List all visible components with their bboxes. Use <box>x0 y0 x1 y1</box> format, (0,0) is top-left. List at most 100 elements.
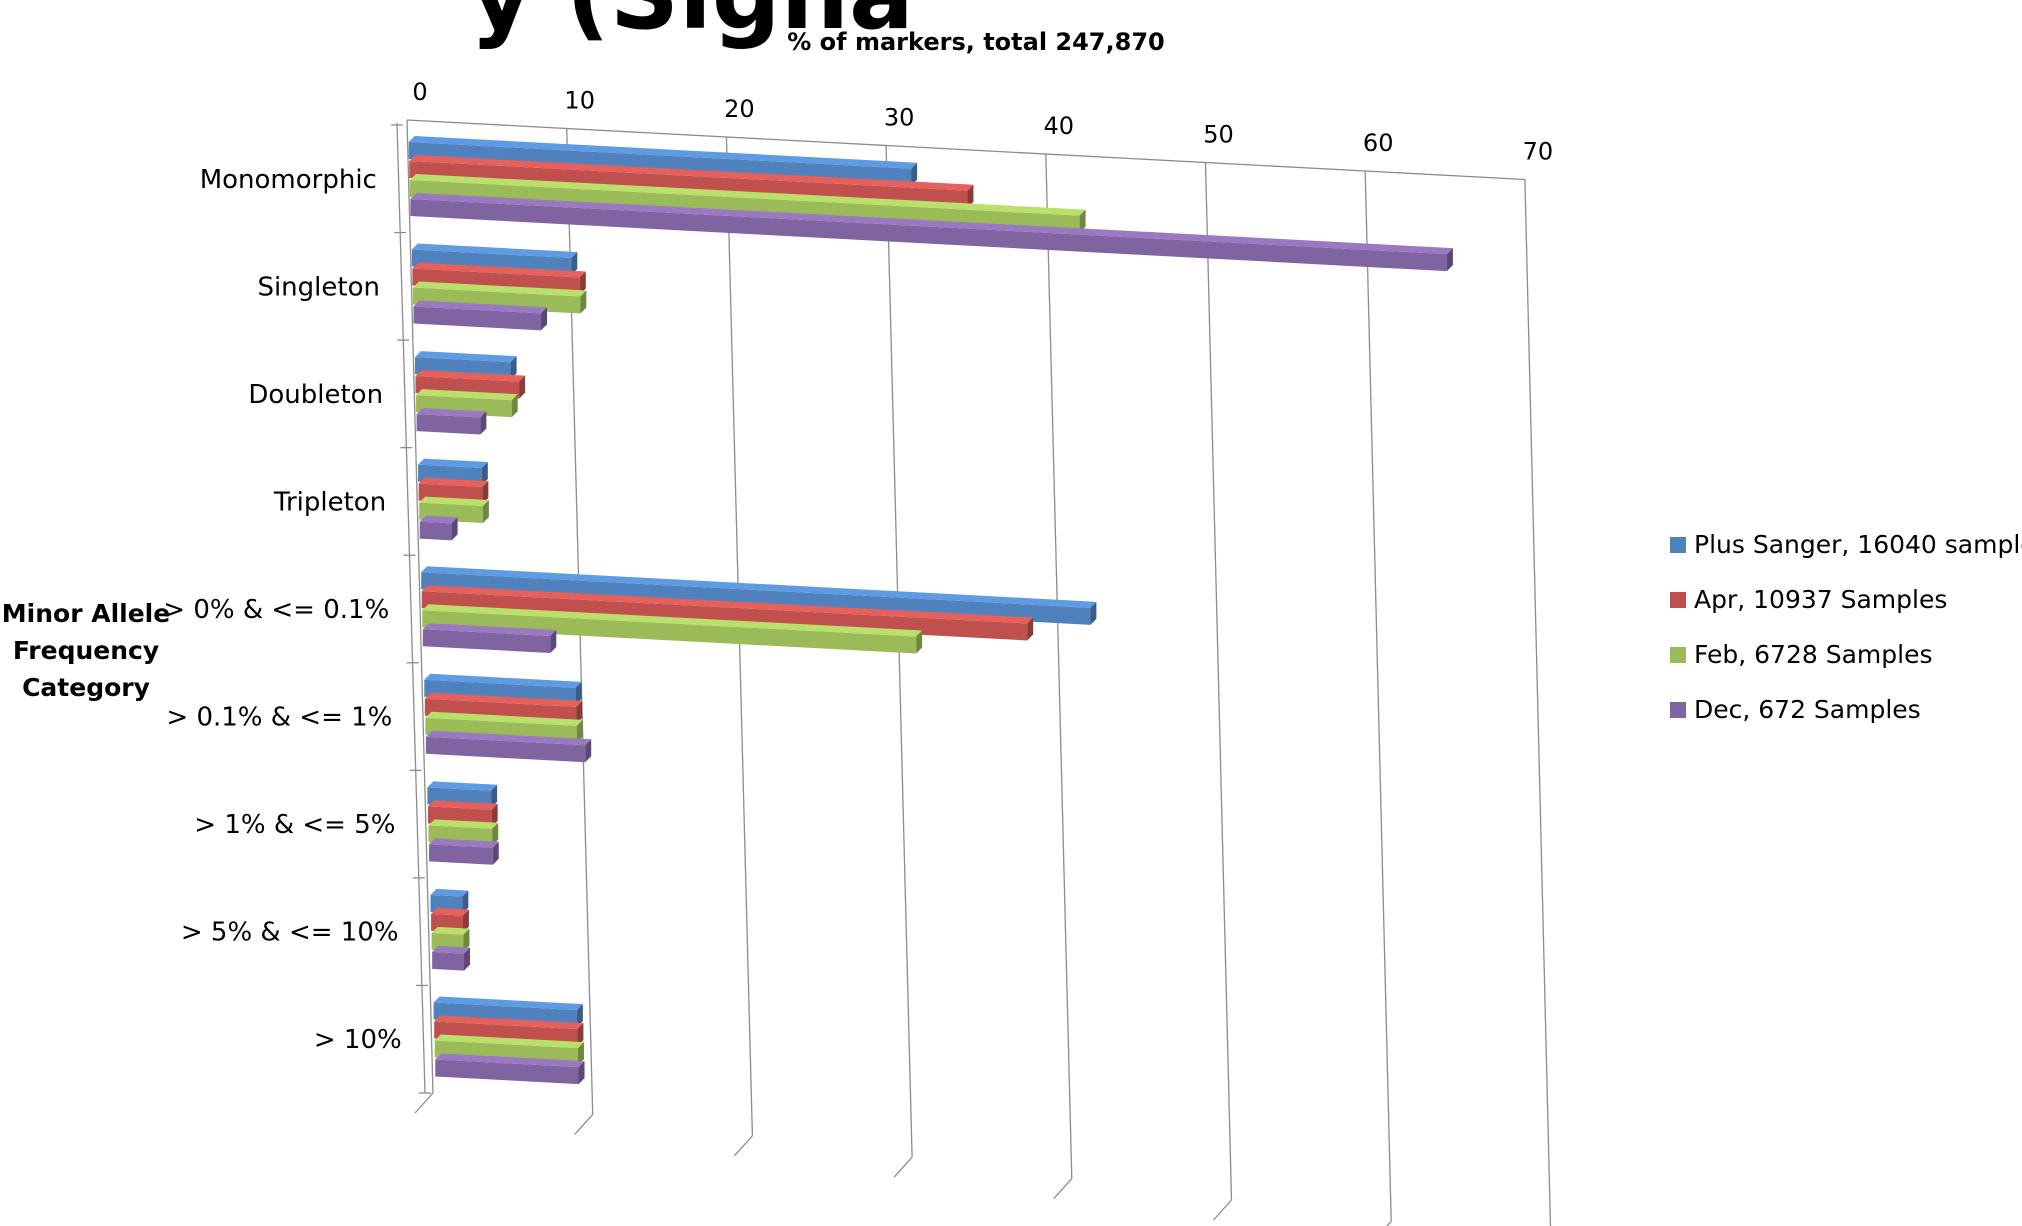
bar-end-face <box>577 1042 584 1066</box>
bar-top-face <box>413 300 548 314</box>
bar-top-face <box>419 496 489 507</box>
bar <box>432 951 465 971</box>
bar-end-face <box>577 1023 584 1047</box>
bar-top-face <box>435 1053 585 1068</box>
category-label: > 10% <box>314 1025 402 1055</box>
y-axis-title-line-2: Frequency <box>13 636 159 665</box>
bar-top-face <box>418 477 489 488</box>
bar-end-face <box>916 630 923 654</box>
category-label: Monomorphic <box>200 165 377 195</box>
bar-end-face <box>481 462 488 486</box>
gridline-70 <box>1524 179 1552 1226</box>
bar-top-face <box>409 174 1086 216</box>
x-tick-label: 50 <box>1203 121 1234 149</box>
y-axis-title: Minor Allele Frequency Category <box>2 599 170 702</box>
bar <box>422 629 551 654</box>
legend-label: Dec, 672 Samples <box>1694 695 1921 724</box>
bar-top-face <box>422 623 557 637</box>
gridline-tail-20 <box>733 1135 753 1157</box>
bar-end-face <box>480 411 487 435</box>
legend-label: Feb, 6728 Samples <box>1694 640 1933 669</box>
bar-top-face <box>419 515 458 524</box>
bar-end-face <box>575 681 582 705</box>
bar-top-face <box>427 781 498 791</box>
bar-top-face <box>416 408 487 418</box>
bar-top-face <box>431 907 469 916</box>
y-axis-title-line-1: Minor Allele <box>2 599 170 628</box>
gridline-60 <box>1364 170 1392 1222</box>
bar-top-face <box>431 926 470 935</box>
bar-end-face <box>464 947 471 971</box>
bar-top-face <box>414 351 517 363</box>
category-label: Doubleton <box>248 380 383 410</box>
gridline-0 <box>406 119 434 1094</box>
bar-top-face <box>424 692 583 707</box>
bar-top-face <box>410 193 1453 255</box>
bar-top-face <box>412 262 586 278</box>
bar-top-face <box>430 888 469 897</box>
bar <box>419 521 452 541</box>
bar <box>416 414 481 435</box>
bar-top-face <box>424 673 582 688</box>
category-label: > 1% & <= 5% <box>194 810 395 840</box>
x-tick-label: 10 <box>564 87 595 115</box>
bar-end-face <box>576 1004 583 1028</box>
bar <box>422 610 917 654</box>
bar-end-face <box>491 803 498 827</box>
legend-swatch <box>1670 537 1686 553</box>
bar-end-face <box>462 909 469 933</box>
bar-top-face <box>427 800 498 810</box>
legend-swatch <box>1670 592 1686 608</box>
bar-end-face <box>580 290 587 314</box>
gridline-tail-40 <box>1053 1178 1073 1200</box>
bar-end-face <box>482 481 489 505</box>
gridline-tail-60 <box>1386 1220 1392 1226</box>
bar-top-face <box>415 370 526 382</box>
bar <box>435 1059 579 1085</box>
x-tick-label: 40 <box>1044 112 1075 140</box>
bar-end-face <box>1090 601 1097 625</box>
bar-top-face <box>409 155 974 191</box>
category-label: Tripleton <box>273 487 386 517</box>
bar-end-face <box>451 517 458 541</box>
bar <box>429 844 493 865</box>
bar <box>410 199 1447 272</box>
bar-top-face <box>433 996 583 1011</box>
bar-end-face <box>519 375 526 399</box>
bar-top-face <box>429 838 499 848</box>
bar-top-face <box>428 819 499 829</box>
category-labels: Monomorphic Singleton Doubleton Tripleton > … <box>163 165 401 1055</box>
bar-end-face <box>510 356 517 380</box>
gridline-50 <box>1204 162 1233 1201</box>
x-tick-label: 0 <box>412 78 427 106</box>
x-tick-label: 60 <box>1363 129 1394 157</box>
bar-top-face <box>425 730 592 746</box>
bar-end-face <box>576 700 583 724</box>
bar-end-face <box>492 841 499 865</box>
legend-swatch <box>1670 702 1686 718</box>
bar-end-face <box>541 307 548 331</box>
bar-end-face <box>492 822 499 846</box>
x-axis-ticks: 0 10 20 30 40 50 60 70 <box>412 78 1553 166</box>
legend-swatch <box>1670 647 1686 663</box>
x-tick-label: 30 <box>884 104 915 132</box>
gridline-tail-50 <box>1213 1199 1232 1221</box>
chart-title-fragment: y (Signa <box>470 0 914 51</box>
bar-top-face <box>422 604 923 637</box>
category-label: Singleton <box>257 272 380 302</box>
bar-end-face <box>1027 617 1034 641</box>
bar-end-face <box>911 162 918 186</box>
gridline-tail-30 <box>893 1156 913 1178</box>
bar-top-face <box>408 136 918 169</box>
bar-end-face <box>1079 209 1086 233</box>
bar-end-face <box>462 890 469 914</box>
bar-end-face <box>491 784 498 808</box>
bar-end-face <box>550 630 557 654</box>
bar-end-face <box>579 271 586 295</box>
gridline-tail-10 <box>574 1113 594 1135</box>
bar-end-face <box>585 739 592 763</box>
bar-top-face <box>421 566 1097 608</box>
legend-label: Apr, 10937 Samples <box>1694 585 1947 614</box>
category-label: > 0.1% & <= 1% <box>166 703 392 733</box>
